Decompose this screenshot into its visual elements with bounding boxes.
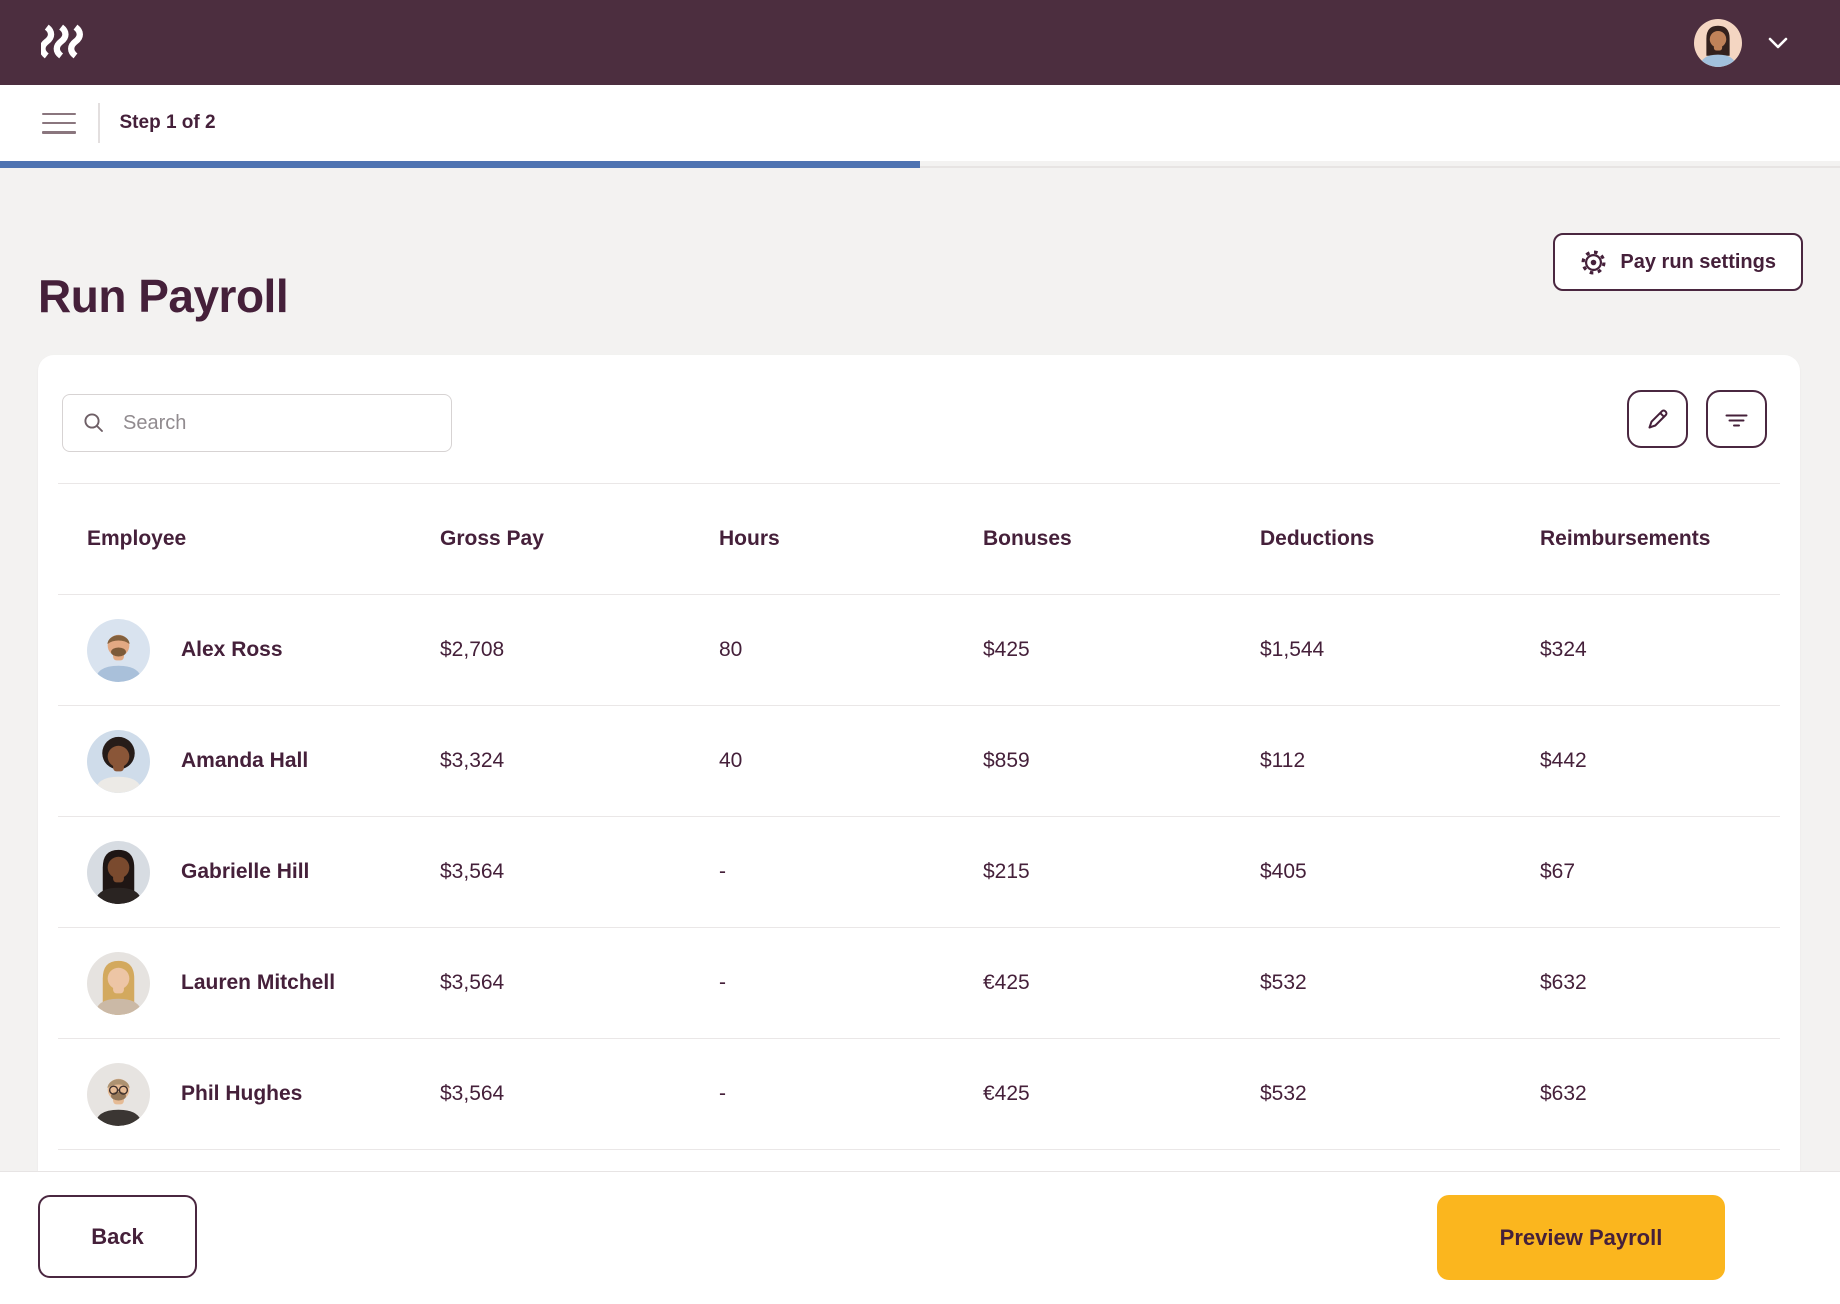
user-menu[interactable] (1694, 0, 1788, 85)
progress-track (0, 166, 1840, 168)
employee-name: Gabrielle Hill (181, 860, 310, 883)
deductions-value: $405 (1260, 860, 1307, 883)
deductions-value: $1,544 (1260, 638, 1325, 661)
menu-icon[interactable] (42, 112, 76, 134)
reimbursements-value: $632 (1540, 1082, 1587, 1105)
employee-avatar (87, 840, 150, 904)
table-row[interactable]: Gabrielle Hill $3,564 - $215 $405 $67 (58, 817, 1780, 928)
employee-avatar (87, 1062, 150, 1126)
employee-avatar (87, 951, 150, 1015)
column-header-bonuses: Bonuses (983, 527, 1072, 550)
gross-pay-value: $2,708 (440, 638, 505, 661)
payroll-table-card: Employee Gross Pay Hours Bonuses Deducti… (38, 355, 1800, 1172)
table-row[interactable]: Phil Hughes $3,564 - €425 $532 $632 (58, 1039, 1780, 1150)
payroll-table: Employee Gross Pay Hours Bonuses Deducti… (58, 483, 1780, 1172)
progress-bar (0, 161, 1840, 168)
deductions-value: $532 (1260, 1082, 1307, 1105)
column-header-reimbursements: Reimbursements (1540, 527, 1711, 550)
deductions-value: $532 (1260, 971, 1307, 994)
employee-name: Alex Ross (181, 638, 283, 661)
employee-avatar (87, 618, 150, 682)
reimbursements-value: $632 (1540, 971, 1587, 994)
header-divider (98, 103, 100, 143)
employee-name: Amanda Hall (181, 749, 309, 772)
user-avatar (1694, 18, 1742, 67)
gross-pay-value: $3,564 (440, 971, 505, 994)
hours-value: 40 (719, 749, 743, 772)
progress-bar-fill (0, 161, 920, 168)
deductions-value: $112 (1260, 749, 1306, 772)
footer-bar: Back Preview Payroll (0, 1171, 1840, 1304)
filter-button[interactable] (1706, 390, 1767, 448)
rippling-logo-icon[interactable] (41, 23, 87, 62)
top-navbar (0, 0, 1840, 85)
pay-run-settings-label: Pay run settings (1620, 250, 1776, 273)
pay-run-settings-button[interactable]: Pay run settings (1553, 233, 1803, 291)
reimbursements-value: $324 (1540, 638, 1587, 661)
search-input[interactable] (121, 410, 432, 436)
employee-name: Phil Hughes (181, 1082, 303, 1105)
wizard-header: Step 1 of 2 (0, 85, 1840, 161)
step-indicator: Step 1 of 2 (119, 112, 216, 133)
bonuses-value: €425 (983, 971, 1030, 994)
column-header-employee: Employee (87, 527, 187, 550)
hours-value: - (719, 1082, 726, 1105)
employee-name: Lauren Mitchell (181, 971, 336, 994)
gross-pay-value: $3,564 (440, 1082, 505, 1105)
gross-pay-value: $3,324 (440, 749, 505, 772)
reimbursements-value: $67 (1540, 860, 1576, 883)
search-icon (84, 413, 103, 432)
filter-icon (1725, 414, 1748, 426)
table-row[interactable]: Lauren Mitchell $3,564 - €425 $532 $632 (58, 928, 1780, 1039)
page-title: Run Payroll (38, 269, 289, 322)
back-button[interactable]: Back (38, 1195, 197, 1278)
column-header-deductions: Deductions (1260, 527, 1375, 550)
gear-icon (1581, 250, 1606, 274)
table-row[interactable]: Amanda Hall $3,324 40 $859 $112 $442 (58, 706, 1780, 817)
gross-pay-value: $3,564 (440, 860, 505, 883)
column-header-gross-pay: Gross Pay (440, 527, 544, 550)
bonuses-value: $859 (983, 749, 1030, 772)
column-header-hours: Hours (719, 527, 780, 550)
search-box (62, 394, 452, 452)
hours-value: - (719, 860, 726, 883)
hours-value: 80 (719, 638, 743, 661)
employee-avatar (87, 729, 150, 793)
bonuses-value: €425 (983, 1082, 1030, 1105)
edit-button[interactable] (1627, 390, 1688, 448)
chevron-down-icon (1768, 37, 1788, 48)
bonuses-value: $425 (983, 638, 1030, 661)
hours-value: - (719, 971, 726, 994)
reimbursements-value: $442 (1540, 749, 1587, 772)
bonuses-value: $215 (983, 860, 1030, 883)
table-row[interactable]: Alex Ross $2,708 80 $425 $1,544 $324 (58, 595, 1780, 706)
table-header-row: Employee Gross Pay Hours Bonuses Deducti… (58, 483, 1780, 595)
preview-payroll-button[interactable]: Preview Payroll (1437, 1195, 1725, 1280)
pencil-icon (1648, 409, 1668, 428)
